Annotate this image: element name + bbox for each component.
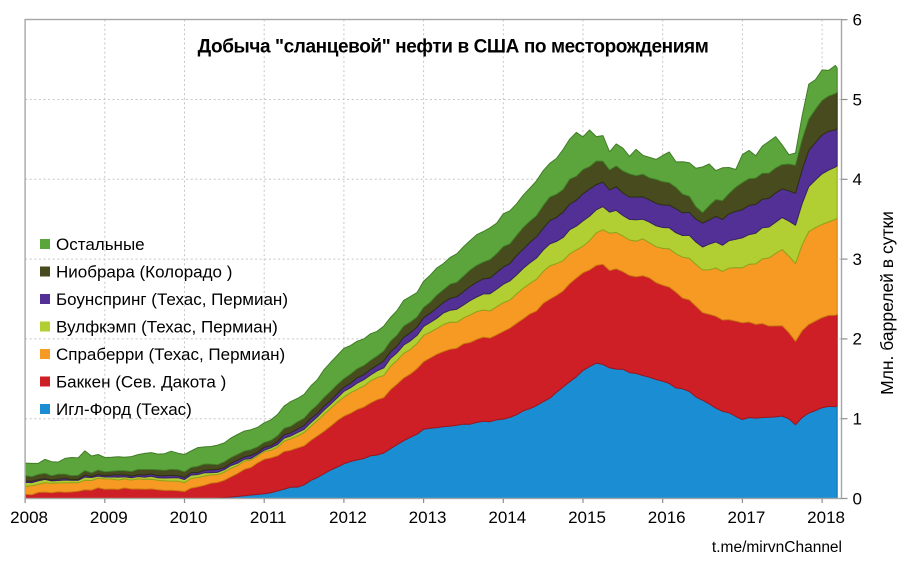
svg-text:Боунспринг (Техас, Пермиан): Боунспринг (Техас, Пермиан) (56, 290, 288, 309)
svg-text:Игл-Форд (Техас): Игл-Форд (Техас) (56, 400, 192, 419)
svg-text:0: 0 (853, 489, 862, 508)
svg-text:1: 1 (853, 410, 862, 429)
svg-text:2013: 2013 (409, 508, 447, 527)
svg-text:2011: 2011 (250, 508, 287, 527)
svg-text:Спраберри (Техас, Пермиан): Спраберри (Техас, Пермиан) (56, 345, 285, 364)
svg-text:2012: 2012 (329, 508, 367, 527)
svg-text:6: 6 (853, 11, 862, 30)
svg-text:2015: 2015 (568, 508, 606, 527)
svg-text:Баккен (Сев. Дакота ): Баккен (Сев. Дакота ) (56, 373, 226, 392)
svg-text:Ниобрара (Колорадо ): Ниобрара (Колорадо ) (56, 263, 232, 282)
svg-text:2016: 2016 (648, 508, 686, 527)
svg-text:2010: 2010 (170, 508, 208, 527)
svg-text:4: 4 (853, 170, 862, 189)
svg-text:5: 5 (853, 90, 862, 109)
svg-text:Млн. баррелей в сутки: Млн. баррелей в сутки (877, 211, 897, 395)
svg-text:2018: 2018 (807, 508, 845, 527)
svg-text:Добыча "сланцевой" нефти в США: Добыча "сланцевой" нефти в США по местор… (198, 37, 709, 58)
svg-text:3: 3 (853, 250, 862, 269)
svg-text:Вулфкэмп (Техас, Пермиан): Вулфкэмп (Техас, Пермиан) (56, 318, 278, 337)
svg-text:2009: 2009 (90, 508, 128, 527)
svg-text:2017: 2017 (727, 508, 765, 527)
svg-text:t.me/mirvnChannel: t.me/mirvnChannel (712, 539, 842, 556)
svg-text:2008: 2008 (10, 508, 48, 527)
svg-text:2014: 2014 (488, 508, 526, 527)
svg-text:Остальные: Остальные (56, 235, 145, 254)
svg-text:2: 2 (853, 330, 862, 349)
